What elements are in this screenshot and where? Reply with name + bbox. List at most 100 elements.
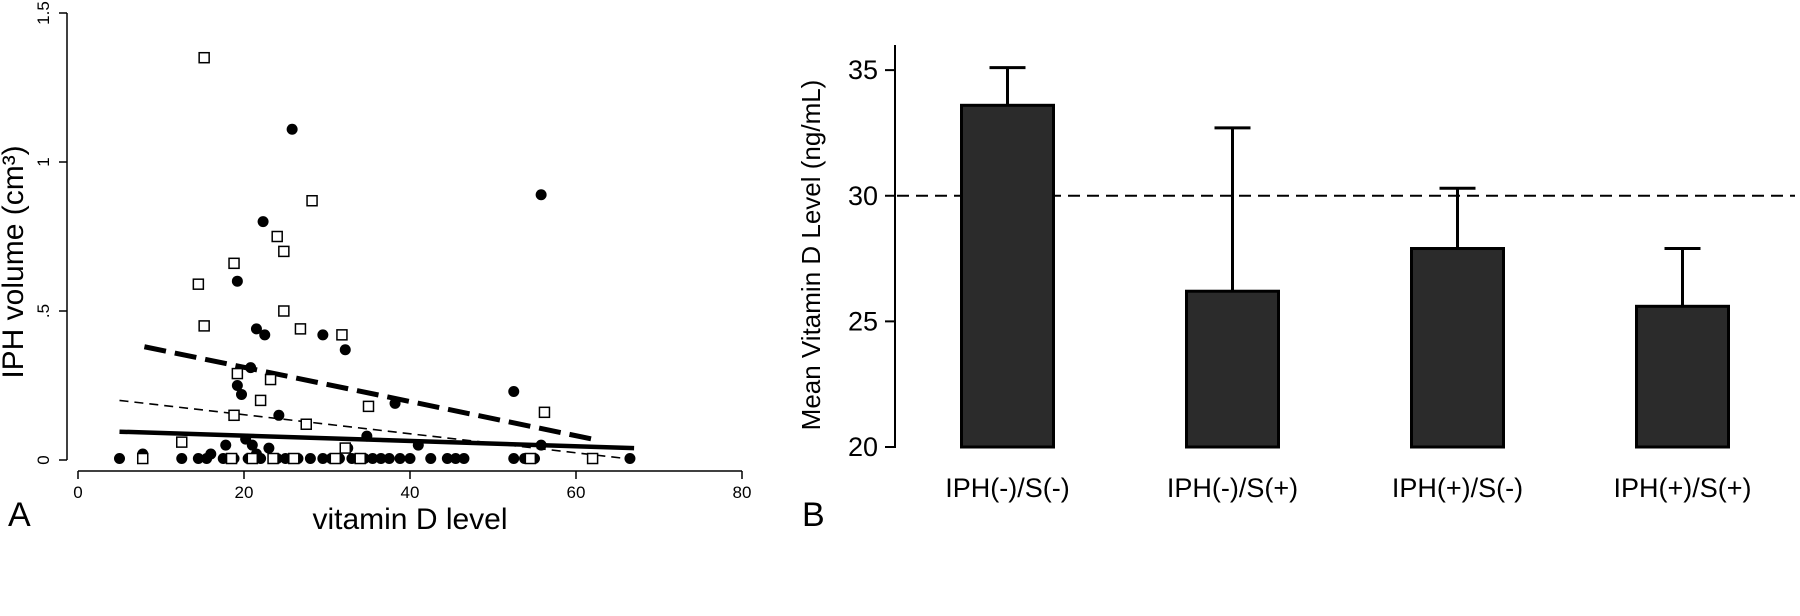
panel-a-point-circle: [404, 453, 416, 465]
panel-a-letter: A: [8, 496, 31, 534]
panel-b-category-label: IPH(+)/S(+): [1613, 473, 1751, 503]
panel-a-point-square: [271, 230, 283, 243]
panel-a-point-square: [354, 452, 366, 465]
panel-a-point-circle: [624, 453, 636, 465]
panel-a-point-circle: [250, 323, 262, 335]
panel-a-point-square: [267, 452, 279, 465]
panel-a-point-circle: [317, 329, 329, 341]
panel-a-point-square: [176, 436, 188, 448]
panel-b-category-label: IPH(-)/S(-): [945, 473, 1069, 503]
panel-a-point-circle: [304, 453, 316, 465]
panel-a-point-circle: [412, 439, 424, 451]
panel-a-y-tick-label: 0: [34, 455, 53, 464]
panel-b-bar: [1410, 247, 1505, 449]
panel-a-x-tick-label: 20: [235, 483, 254, 502]
panel-a-fit-line-solid: [119, 429, 635, 451]
panel-a-point-square: [246, 452, 259, 465]
panel-a-point-circle: [375, 453, 387, 465]
panel-a-point-circle: [389, 397, 401, 409]
panel-b-error-bars: [989, 66, 1701, 307]
panel-a-point-square: [294, 323, 307, 335]
panel-b-category-label: IPH(+)/S(-): [1392, 473, 1523, 503]
panel-a-point-square: [192, 278, 205, 290]
panel-b-y-tick-label: 20: [848, 432, 878, 462]
panel-a-point-circle: [114, 453, 125, 465]
panel-a-point-circle: [441, 453, 453, 465]
panel-a-point-square: [278, 245, 290, 258]
panel-a-x-tick-label: 60: [567, 483, 586, 502]
panel-a-point-circle: [383, 453, 395, 465]
panel-a-point-square: [329, 452, 342, 465]
panel-a-point-square: [586, 452, 599, 465]
panel-a-point-circle: [259, 329, 271, 341]
panel-a-point-circle: [450, 453, 462, 465]
panel-a-point-circle: [231, 380, 243, 391]
panel-a-point-circle: [394, 453, 406, 465]
panel-a-point-square: [254, 394, 267, 407]
panel-a-point-circle: [361, 430, 373, 442]
panel-a-point-circle: [231, 275, 243, 287]
panel-a-point-circle: [508, 385, 520, 397]
panel-b-bar: [1185, 289, 1280, 449]
panel-a-point-circle: [246, 439, 258, 451]
panel-a-fit-line-thick-dashed: [143, 344, 594, 442]
panel-a-point-square: [225, 452, 238, 465]
panel-b-bars: [960, 103, 1730, 449]
panel-b-y-axis-title: Mean Vitamin D Level (ng/mL): [796, 80, 826, 431]
panel-a-point-circle: [508, 453, 520, 465]
panel-a-point-square: [336, 329, 348, 341]
panel-a-point-square: [231, 367, 244, 380]
panel-a-point-circle: [257, 216, 269, 228]
panel-a-point-square: [538, 406, 551, 419]
panel-a-y-axis-title: IPH volume (cm³): [0, 145, 30, 378]
panel-a-point-circle: [245, 362, 257, 374]
panel-a-point-square: [228, 257, 240, 270]
panel-a-point-circle: [201, 453, 213, 465]
panel-a-point-circle: [458, 453, 470, 465]
panel-a-point-circle: [286, 123, 298, 135]
panel-b-category-labels: IPH(-)/S(-) IPH(-)/S(+) IPH(+)/S(-) IPH(+)/…: [945, 473, 1751, 503]
panel-a-point-square: [288, 452, 300, 465]
panel-a-point-circle: [535, 439, 547, 451]
panel-a-point-circle: [339, 344, 351, 356]
panel-b-y-ticks: 20 25 30 35: [848, 55, 895, 462]
panel-a-point-square: [306, 194, 318, 207]
panel-a-fit-lines: [119, 344, 635, 460]
panel-a-point-square: [278, 305, 290, 317]
panel-b-bar: [960, 103, 1055, 449]
panel-a-y-ticks: 0 .5 1 1.5: [34, 1, 67, 465]
panel-b-y-tick-label: 35: [848, 55, 878, 85]
panel-a-y-tick-label: 1: [34, 157, 53, 166]
panel-a-point-square: [300, 418, 312, 430]
panel-a-point-circle: [236, 388, 248, 400]
panel-a-point-circle: [317, 453, 329, 465]
panel-b-y-tick-label: 30: [848, 181, 878, 211]
panel-a-point-circle: [425, 453, 437, 465]
panel-a-point-square: [198, 320, 210, 332]
panel-a-point-circle: [220, 439, 232, 451]
panel-a-y-tick-label: .5: [34, 304, 53, 318]
panel-b-bar: [1635, 304, 1730, 449]
panel-a-point-square: [198, 51, 210, 64]
panel-a-point-circle: [273, 409, 285, 421]
panel-a-point-square: [264, 373, 277, 386]
panel-a-scatter: 0 .5 1 1.5 0 20 40 60 80 IPH volume (cm³) vitam…: [0, 1, 751, 536]
panel-a-point-circle: [535, 189, 547, 201]
panel-b-y-tick-label: 25: [848, 306, 878, 336]
panel-a-x-axis-title: vitamin D level: [312, 503, 507, 536]
panel-a-point-square: [524, 452, 537, 465]
panel-a-y-tick-label: 1.5: [34, 1, 53, 25]
panel-a-point-square: [136, 452, 149, 465]
panel-b-category-label: IPH(-)/S(+): [1167, 473, 1298, 503]
panel-a-x-tick-label: 0: [73, 483, 82, 502]
panel-a-point-circle: [367, 453, 379, 465]
panel-a-point-square: [339, 442, 352, 454]
panel-a-point-square: [228, 409, 240, 422]
panel-a-points: [114, 51, 636, 465]
panel-a-point-square: [362, 400, 375, 413]
panel-b-letter: B: [802, 496, 825, 534]
panel-a-point-circle: [176, 453, 188, 465]
panel-a-x-ticks: 0 20 40 60 80: [73, 471, 751, 502]
